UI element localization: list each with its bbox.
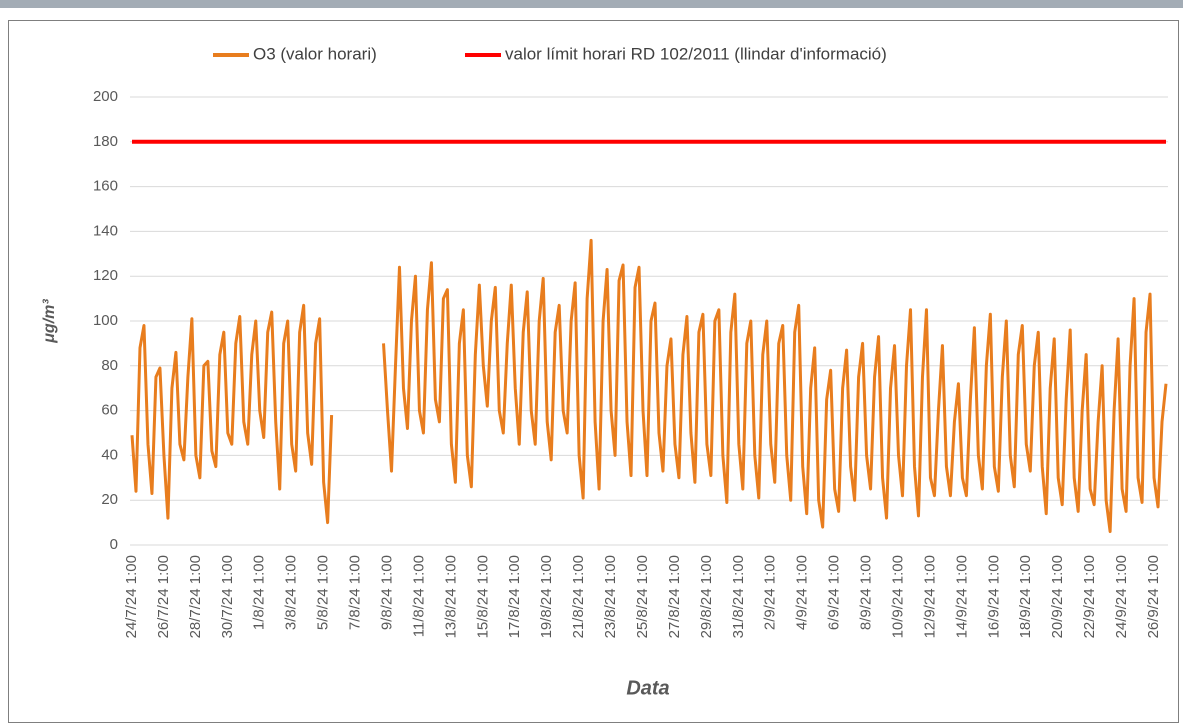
y-tick-label: 60 — [101, 402, 118, 419]
x-tick-label: 28/7/24 1:00 — [187, 555, 204, 638]
x-tick-label: 24/7/24 1:00 — [123, 555, 140, 638]
x-tick-label: 11/8/24 1:00 — [410, 555, 427, 637]
y-tick-label: 180 — [93, 133, 118, 150]
x-tick-label: 29/8/24 1:00 — [698, 555, 715, 638]
x-tick-label: 26/9/24 1:00 — [1145, 555, 1162, 638]
legend-label: O3 (valor horari) — [253, 44, 377, 63]
x-tick-label: 31/8/24 1:00 — [730, 555, 747, 638]
y-tick-label: 20 — [101, 491, 118, 508]
y-tick-label: 80 — [101, 357, 118, 374]
y-tick-label: 200 — [93, 88, 118, 105]
x-tick-label: 5/8/24 1:00 — [315, 555, 332, 630]
x-tick-label: 14/9/24 1:00 — [953, 555, 970, 638]
y-tick-label: 140 — [93, 222, 118, 239]
x-axis-title: Data — [626, 677, 669, 699]
y-tick-label: 120 — [93, 267, 118, 284]
x-tick-label: 20/9/24 1:00 — [1049, 555, 1066, 638]
series-line — [130, 238, 1168, 534]
x-tick-label: 15/8/24 1:00 — [474, 555, 491, 638]
top-bar — [0, 0, 1183, 8]
x-tick-label: 25/8/24 1:00 — [634, 555, 651, 638]
x-tick-label: 27/8/24 1:00 — [666, 555, 683, 638]
x-tick-label: 18/9/24 1:00 — [1017, 555, 1034, 638]
x-tick-label: 10/9/24 1:00 — [889, 555, 906, 638]
x-tick-label: 24/9/24 1:00 — [1113, 555, 1130, 638]
x-tick-label: 23/8/24 1:00 — [602, 555, 619, 638]
y-tick-label: 160 — [93, 178, 118, 195]
x-tick-label: 3/8/24 1:00 — [283, 555, 300, 630]
x-tick-label: 22/9/24 1:00 — [1081, 555, 1098, 638]
x-tick-label: 2/9/24 1:00 — [762, 555, 779, 630]
x-tick-label: 17/8/24 1:00 — [506, 555, 523, 638]
legend-label: valor límit horari RD 102/2011 (llindar … — [505, 44, 887, 63]
y-axis-title: μg/m³ — [41, 299, 58, 344]
x-tick-label: 16/9/24 1:00 — [985, 555, 1002, 638]
y-tick-label: 100 — [93, 312, 118, 329]
x-tick-label: 8/9/24 1:00 — [858, 555, 875, 630]
x-tick-label: 4/9/24 1:00 — [794, 555, 811, 630]
x-tick-label: 19/8/24 1:00 — [538, 555, 555, 638]
x-tick-label: 6/9/24 1:00 — [826, 555, 843, 630]
y-tick-label: 40 — [101, 446, 118, 463]
x-tick-label: 9/8/24 1:00 — [378, 555, 395, 630]
x-tick-label: 26/7/24 1:00 — [155, 555, 172, 638]
x-tick-label: 30/7/24 1:00 — [219, 555, 236, 638]
x-tick-label: 21/8/24 1:00 — [570, 555, 587, 638]
y-tick-label: 0 — [110, 536, 118, 553]
x-tick-label: 12/9/24 1:00 — [921, 555, 938, 638]
x-tick-label: 7/8/24 1:00 — [347, 555, 364, 630]
x-tick-label: 13/8/24 1:00 — [442, 555, 459, 638]
x-tick-label: 1/8/24 1:00 — [251, 555, 268, 630]
